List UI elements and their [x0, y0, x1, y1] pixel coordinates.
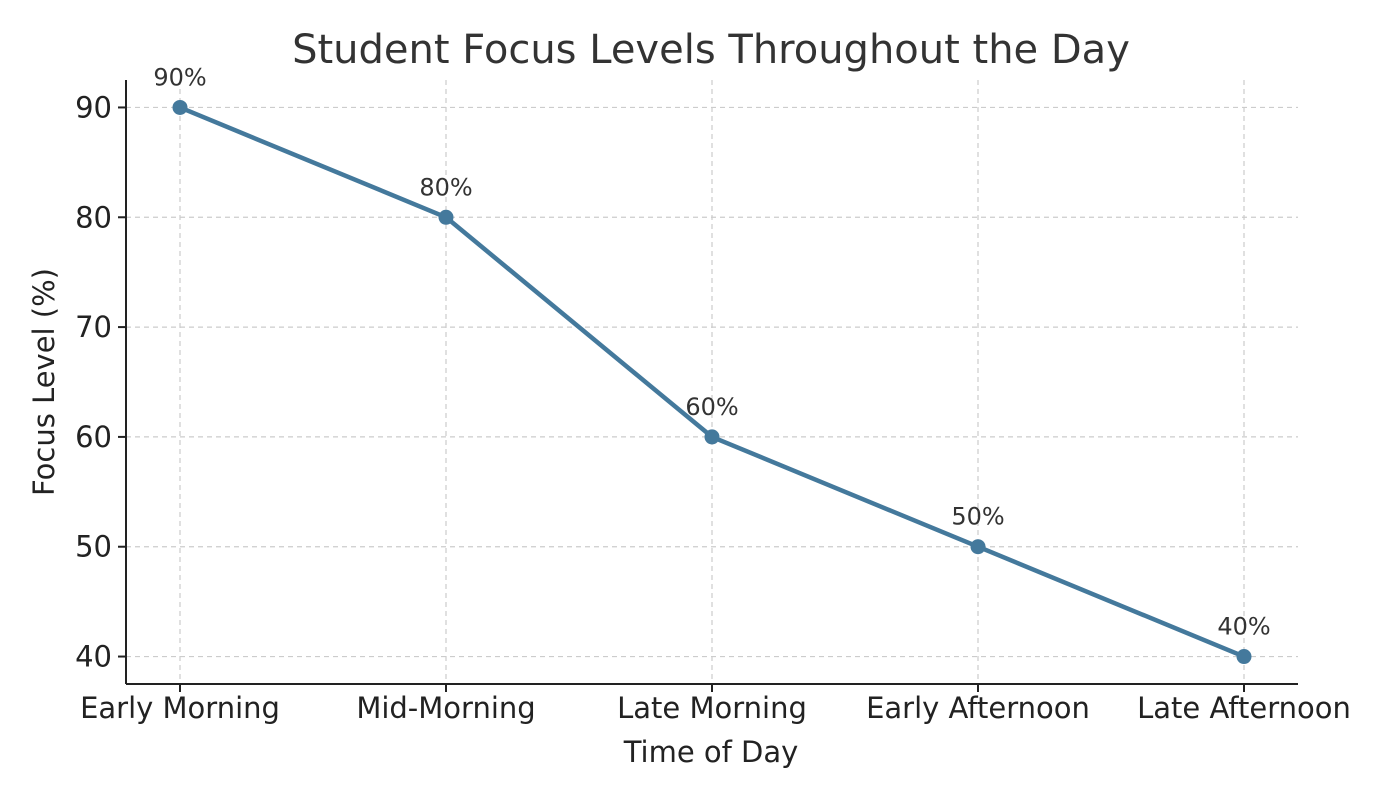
y-tick-label: 50: [75, 530, 112, 564]
data-point: [704, 429, 720, 445]
x-tick-label: Early Morning: [80, 691, 280, 725]
x-axis-label: Time of Day: [623, 735, 799, 769]
x-tick-label: Late Afternoon: [1137, 691, 1351, 725]
y-axis-label: Focus Level (%): [27, 268, 61, 496]
data-point: [172, 99, 188, 115]
data-label: 60%: [685, 393, 738, 421]
data-label: 80%: [419, 173, 472, 201]
chart-title: Student Focus Levels Throughout the Day: [292, 27, 1130, 73]
data-label: 90%: [153, 63, 206, 91]
y-tick-label: 70: [75, 310, 112, 344]
y-tick-label: 90: [75, 90, 112, 124]
series-line: [172, 99, 1252, 665]
data-labels: 90% 80% 60% 50% 40%: [153, 63, 1270, 640]
x-tick-label: Late Morning: [617, 691, 807, 725]
data-label: 50%: [951, 503, 1004, 531]
grid-lines: [126, 80, 1298, 684]
data-label: 40%: [1217, 613, 1270, 641]
y-ticks: 40 50 60 70 80 90: [75, 90, 126, 674]
x-tick-label: Early Afternoon: [866, 691, 1090, 725]
x-ticks: Early Morning Mid-Morning Late Morning Earl…: [80, 684, 1351, 725]
y-tick-label: 80: [75, 200, 112, 234]
data-point: [970, 539, 986, 555]
data-point: [1236, 649, 1252, 665]
y-tick-label: 60: [75, 420, 112, 454]
x-tick-label: Mid-Morning: [356, 691, 535, 725]
data-point: [438, 209, 454, 225]
y-tick-label: 40: [75, 640, 112, 674]
